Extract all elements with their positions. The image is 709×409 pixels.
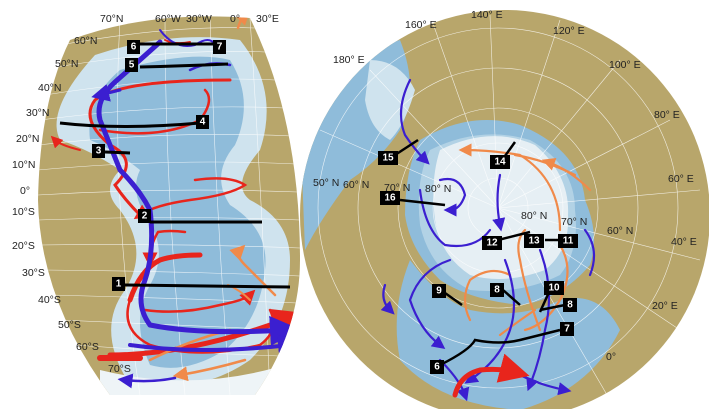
lon-label: 40° E bbox=[671, 236, 697, 248]
section-marker: 8 bbox=[490, 283, 504, 297]
atlantic-map: 70°N 60°N 50°N 40°N 30°N 20°N 10°N 0° 10… bbox=[12, 13, 300, 395]
section-marker: 8 bbox=[563, 298, 577, 312]
section-marker: 10 bbox=[544, 281, 564, 295]
lon-label: 60° E bbox=[668, 173, 694, 185]
svg-text:14: 14 bbox=[494, 157, 506, 168]
section-marker: 6 bbox=[127, 40, 140, 54]
svg-text:7: 7 bbox=[217, 42, 223, 53]
antarctic-ice bbox=[100, 360, 300, 395]
section-marker: 16 bbox=[380, 191, 400, 205]
lat-label: 60° N bbox=[607, 225, 633, 237]
lat-label: 10°N bbox=[12, 159, 35, 171]
lat-label: 30°N bbox=[26, 107, 49, 119]
svg-text:3: 3 bbox=[96, 146, 102, 157]
lat-label: 80° N bbox=[425, 183, 451, 195]
lon-label: 60°W bbox=[155, 13, 181, 25]
svg-text:6: 6 bbox=[131, 42, 137, 53]
svg-text:10: 10 bbox=[548, 283, 560, 294]
lat-label: 30°S bbox=[22, 267, 45, 279]
lat-label: 70°S bbox=[108, 363, 131, 375]
lat-label: 60°N bbox=[74, 35, 97, 47]
lat-label: 40°N bbox=[38, 82, 61, 94]
svg-text:1: 1 bbox=[116, 279, 122, 290]
lon-label: 30°E bbox=[256, 13, 279, 25]
section-marker: 15 bbox=[378, 151, 398, 165]
section-marker: 4 bbox=[196, 115, 209, 129]
svg-text:15: 15 bbox=[382, 153, 394, 164]
arctic-lon-labels: 160° E 140° E 120° E 100° E 80° E 60° E … bbox=[333, 9, 697, 363]
arctic-section-markers: 15 14 16 12 13 11 9 8 10 8 7 6 bbox=[378, 151, 578, 374]
atlantic-section-lines bbox=[59, 42, 291, 289]
section-marker: 7 bbox=[213, 40, 226, 54]
lon-label: 80° E bbox=[654, 109, 680, 121]
section-marker: 6 bbox=[430, 360, 444, 374]
lon-label: 0° bbox=[606, 351, 616, 363]
lon-label: 30°W bbox=[186, 13, 212, 25]
lat-label: 60°S bbox=[76, 341, 99, 353]
svg-text:8: 8 bbox=[494, 285, 500, 296]
atlantic-section-markers: 6 7 5 4 3 2 1 bbox=[92, 40, 226, 291]
lon-label: 20° E bbox=[652, 300, 678, 312]
lat-label: 20°S bbox=[12, 240, 35, 252]
atlantic-lon-labels: 60°W 30°W 0° 30°E bbox=[155, 13, 279, 25]
lon-label: 100° E bbox=[609, 59, 641, 71]
lat-label: 50°S bbox=[58, 319, 81, 331]
lon-label: 0° bbox=[230, 13, 240, 25]
lat-label: 50°N bbox=[55, 58, 78, 70]
lat-label: 60° N bbox=[343, 179, 369, 191]
section-marker: 12 bbox=[482, 236, 502, 250]
section-marker: 14 bbox=[490, 155, 510, 169]
lon-label: 160° E bbox=[405, 19, 437, 31]
lon-label: 180° E bbox=[333, 54, 365, 66]
lon-label: 120° E bbox=[553, 25, 585, 37]
arctic-section-lines bbox=[394, 138, 570, 367]
section-marker: 1 bbox=[112, 277, 125, 291]
bering-shelf bbox=[365, 60, 415, 140]
lat-label: 70° N bbox=[561, 216, 587, 228]
arctic-lat-labels: 50° N 60° N 70° N 80° N 80° N 70° N 60° … bbox=[313, 177, 633, 237]
svg-text:8: 8 bbox=[567, 300, 573, 311]
section-marker: 13 bbox=[524, 234, 544, 248]
svg-text:13: 13 bbox=[528, 236, 540, 247]
lat-label: 70°N bbox=[100, 13, 123, 25]
section-marker: 2 bbox=[138, 209, 151, 223]
svg-text:6: 6 bbox=[434, 362, 440, 373]
section-marker: 5 bbox=[125, 58, 138, 72]
svg-text:7: 7 bbox=[564, 324, 570, 335]
lat-label: 50° N bbox=[313, 177, 339, 189]
svg-text:2: 2 bbox=[142, 211, 148, 222]
arctic-warm-currents bbox=[452, 353, 530, 398]
arctic-intermediate-currents bbox=[458, 143, 592, 337]
section-marker: 7 bbox=[560, 322, 574, 336]
section-marker: 9 bbox=[432, 284, 446, 298]
section-marker: 11 bbox=[558, 234, 578, 248]
lat-label: 20°N bbox=[16, 133, 39, 145]
lon-label: 140° E bbox=[471, 9, 503, 21]
lat-label: 10°S bbox=[12, 206, 35, 218]
lat-label: 0° bbox=[20, 185, 30, 197]
svg-text:4: 4 bbox=[200, 117, 206, 128]
svg-text:11: 11 bbox=[563, 236, 574, 247]
svg-text:12: 12 bbox=[486, 238, 498, 249]
svg-text:5: 5 bbox=[129, 60, 135, 71]
arctic-map: 160° E 140° E 120° E 100° E 80° E 60° E … bbox=[300, 9, 709, 409]
svg-text:9: 9 bbox=[436, 286, 442, 297]
lat-label: 40°S bbox=[38, 294, 61, 306]
svg-text:16: 16 bbox=[384, 193, 396, 204]
arctic-graticule bbox=[317, 14, 701, 401]
section-marker: 3 bbox=[92, 144, 105, 158]
atlantic-lat-labels: 70°N 60°N 50°N 40°N 30°N 20°N 10°N 0° 10… bbox=[12, 13, 131, 375]
lat-label: 80° N bbox=[521, 210, 547, 222]
